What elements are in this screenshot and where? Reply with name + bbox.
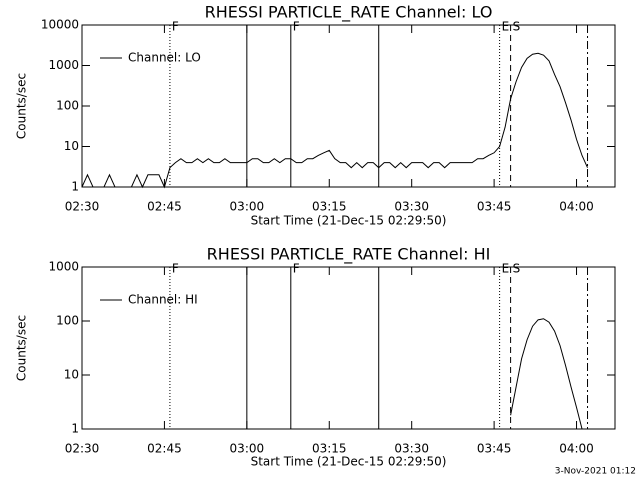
x-tick-label: 03:00 (230, 200, 265, 214)
x-tick-label: 03:15 (312, 442, 347, 456)
event-label: F (293, 262, 300, 276)
event-label: S (513, 262, 521, 276)
chart-title: RHESSI PARTICLE_RATE Channel: HI (207, 245, 491, 265)
x-tick-label: 02:45 (147, 200, 182, 214)
x-tick-label: 02:30 (65, 442, 100, 456)
footer: 3-Nov-2021 01:12 (555, 467, 636, 477)
y-axis-label: Counts/sec (15, 315, 29, 381)
y-tick-label: 1000 (48, 58, 79, 72)
legend-label: Channel: LO (128, 51, 201, 65)
event-label: F (293, 20, 300, 34)
legend-label: Channel: HI (128, 293, 198, 307)
x-tick-label: 03:15 (312, 200, 347, 214)
y-axis-label: Counts/sec (15, 73, 29, 139)
plot-frame (81, 266, 616, 430)
event-label: S (513, 20, 521, 34)
y-tick-label: 100 (56, 314, 79, 328)
y-tick-label: 10000 (41, 18, 79, 32)
y-tick-label: 10 (64, 139, 79, 153)
data-line (510, 318, 583, 430)
y-tick-label: 100 (56, 99, 79, 113)
x-tick-label: 04:00 (559, 200, 594, 214)
event-label: E (502, 20, 510, 34)
y-tick-label: 10 (64, 368, 79, 382)
x-axis-label: Start Time (21-Dec-15 02:29:50) (251, 455, 447, 469)
x-tick-label: 03:00 (230, 442, 265, 456)
x-tick-label: 02:30 (65, 200, 100, 214)
x-axis-label: Start Time (21-Dec-15 02:29:50) (251, 214, 447, 228)
y-tick-label: 1 (71, 180, 79, 194)
y-tick-label: 1 (71, 422, 79, 436)
data-line (81, 52, 588, 189)
event-label: F (172, 20, 179, 34)
x-tick-label: 03:30 (394, 442, 429, 456)
y-tick-label: 1000 (48, 260, 79, 274)
chart-title: RHESSI PARTICLE_RATE Channel: LO (205, 3, 493, 23)
x-tick-label: 03:45 (477, 442, 512, 456)
x-tick-label: 04:00 (559, 442, 594, 456)
x-tick-label: 03:45 (477, 200, 512, 214)
x-tick-label: 03:30 (394, 200, 429, 214)
event-label: E (502, 262, 510, 276)
event-label: F (172, 262, 179, 276)
x-tick-label: 02:45 (147, 442, 182, 456)
